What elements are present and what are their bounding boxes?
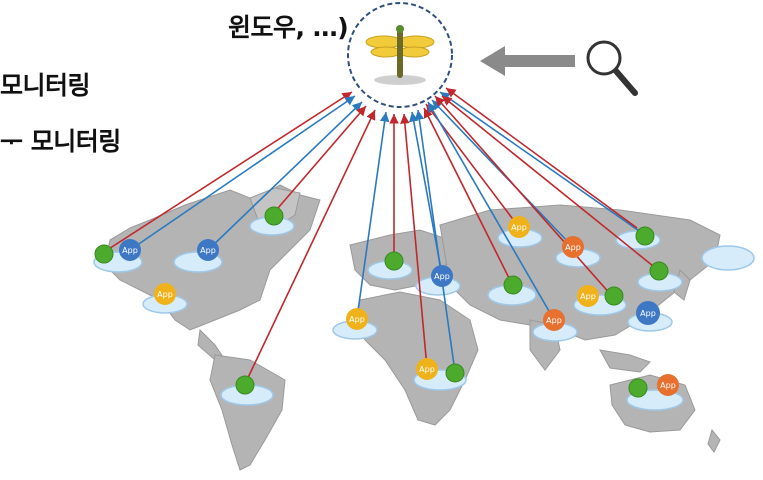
app-badge-blue: App	[197, 239, 219, 261]
app-badge-blue: App	[636, 301, 660, 325]
app-badges: App App App App App App App App App App …	[119, 216, 679, 396]
connection-line-red	[244, 109, 376, 385]
green-node	[235, 375, 255, 395]
app-badge-blue: App	[431, 265, 453, 287]
app-badge-yellow: App	[154, 283, 176, 305]
green-node	[635, 226, 655, 246]
app-badge-text: App	[419, 365, 435, 374]
app-badge-text: App	[546, 316, 562, 325]
app-badge-yellow: App	[577, 285, 599, 307]
green-node	[503, 275, 523, 295]
connection-line-red	[271, 105, 367, 216]
world-map	[104, 184, 721, 471]
app-badge-orange: App	[562, 236, 584, 258]
green-node	[628, 378, 648, 398]
app-badge-text: App	[349, 315, 365, 324]
magnifier-icon	[586, 40, 638, 96]
connection-line-blue	[207, 101, 363, 251]
cloud-icon	[701, 245, 755, 271]
app-badge-blue: App	[119, 239, 141, 261]
connection-line-blue	[129, 95, 356, 251]
green-node	[604, 286, 624, 306]
connection-line-blue	[356, 111, 390, 319]
connection-line-red	[423, 107, 513, 285]
app-badge-yellow: App	[346, 308, 368, 330]
monitor-hub	[347, 2, 453, 108]
cloud-icons	[93, 216, 755, 411]
app-badge-text: App	[580, 292, 596, 301]
app-badge-text: App	[157, 290, 173, 299]
app-badge-text: App	[122, 246, 138, 255]
app-badge-yellow: App	[508, 216, 530, 238]
green-node	[649, 261, 669, 281]
green-node	[264, 206, 284, 226]
app-badge-text: App	[640, 309, 656, 318]
left-arrow-icon	[480, 46, 575, 76]
app-badge-orange: App	[657, 374, 679, 396]
app-badge-text: App	[511, 223, 527, 232]
connection-line-blue	[439, 91, 646, 236]
app-badge-text: App	[434, 272, 450, 281]
heading-line-1: 윈도우, …)	[228, 13, 349, 42]
green-nodes	[94, 206, 669, 398]
green-node	[445, 363, 465, 383]
app-badge-yellow: App	[416, 358, 438, 380]
app-badge-text: App	[200, 246, 216, 255]
connection-line-blue	[431, 99, 573, 247]
connection-line-red	[103, 91, 353, 253]
heading-line-2: 모니터링	[0, 71, 91, 100]
app-badge-text: App	[565, 243, 581, 252]
green-node	[94, 244, 114, 264]
app-badge-text: App	[660, 381, 676, 390]
connection-line-red	[441, 95, 659, 271]
connection-line-blue	[414, 109, 456, 373]
green-node	[384, 251, 404, 271]
connection-lines	[103, 87, 659, 385]
connection-line-red	[400, 113, 428, 369]
connection-line-red	[445, 87, 638, 229]
app-badge-orange: App	[543, 309, 565, 331]
heading-line-3: ᅮ 모니터링	[0, 127, 121, 156]
connection-line-red	[434, 95, 613, 297]
connection-line-blue	[427, 101, 554, 319]
dragonfly-icon	[365, 25, 435, 78]
